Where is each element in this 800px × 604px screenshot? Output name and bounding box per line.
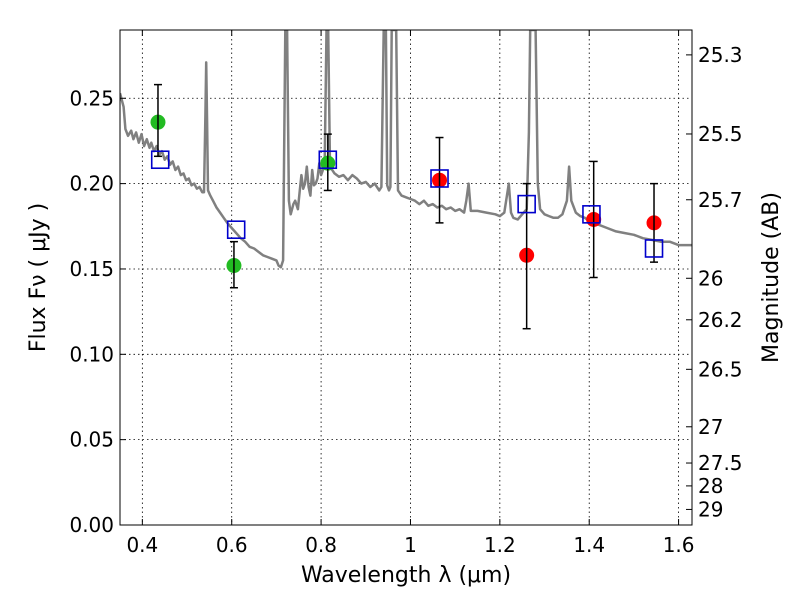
- x-axis-label: Wavelength λ (μm): [301, 563, 511, 588]
- model-photometry-point: [517, 194, 536, 214]
- y2-tick-label: 27: [698, 415, 723, 439]
- y-tick-label: 0.25: [69, 86, 114, 110]
- y2-tick-label: 25.3: [698, 43, 743, 67]
- y-tick-label: 0.20: [69, 172, 114, 196]
- y2-tick-label: 25.5: [698, 122, 743, 146]
- y-tick-label: 0.10: [69, 342, 114, 366]
- y-tick-label: 0.15: [69, 257, 114, 281]
- model-photometry-point: [318, 150, 338, 170]
- x-tick-label: 0.6: [216, 533, 248, 557]
- x-tick-label: 1.4: [573, 533, 605, 557]
- grid: [120, 30, 692, 525]
- model-photometry-point: [582, 205, 601, 224]
- y-tick-label: 0.00: [69, 513, 114, 537]
- x-tick-label: 1: [404, 533, 417, 557]
- y2-axis-label: Magnitude (AB): [759, 192, 784, 363]
- x-tick-label: 1.6: [663, 533, 695, 557]
- y2-tick-label: 26.2: [698, 308, 743, 332]
- x-tick-label: 1.2: [484, 533, 516, 557]
- y-axis-label: Flux Fν ( μJy ): [26, 203, 51, 352]
- axes: 0.4 0.6 0.8 1 1.2 1.4 1.6 0.00 0.05 0.10 0.15 0.20 0…: [69, 30, 743, 557]
- y2-tick-label: 26.5: [698, 357, 743, 381]
- sed-model-line: [120, 30, 692, 269]
- y-tick-label: 0.05: [69, 428, 114, 452]
- model-photometry-point: [226, 220, 246, 240]
- y2-tick-label: 27.5: [698, 451, 743, 475]
- model-photometry-point: [150, 150, 170, 170]
- y2-tick-label: 28: [698, 474, 723, 498]
- y2-tick-label: 29: [698, 497, 723, 521]
- x-tick-label: 0.4: [126, 533, 158, 557]
- y2-tick-label: 26: [698, 266, 723, 290]
- model-photometry-point: [430, 169, 449, 188]
- y2-tick-label: 25.7: [698, 188, 743, 212]
- series-layer: [120, 30, 692, 330]
- x-tick-label: 0.8: [305, 533, 337, 557]
- plot-frame: [119, 29, 693, 526]
- model-photometry-point: [644, 239, 664, 258]
